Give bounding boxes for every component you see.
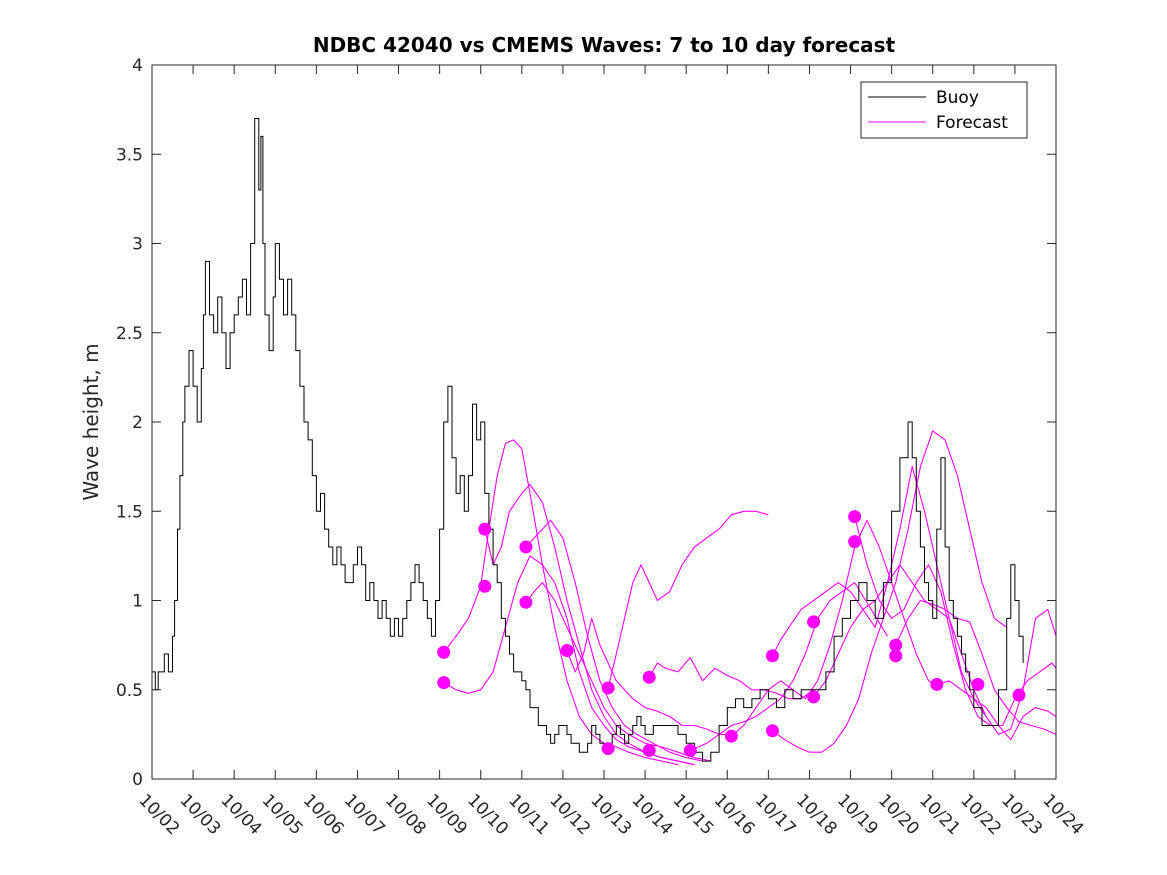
forecast-marker xyxy=(971,677,985,691)
forecast-marker xyxy=(807,690,821,704)
forecast-line xyxy=(566,617,732,735)
forecast-marker xyxy=(437,676,451,690)
y-tick-label: 4 xyxy=(132,56,143,76)
legend: Buoy Forecast xyxy=(860,81,1028,139)
y-tick-label: 1 xyxy=(132,592,143,612)
forecast-marker xyxy=(642,743,656,757)
buoy-series-group xyxy=(152,118,1024,762)
y-tick-label: 1.5 xyxy=(116,502,143,522)
forecast-marker xyxy=(724,729,738,743)
y-axis: 0 0.5 1 1.5 2 2.5 3 3.5 4 xyxy=(116,56,1056,790)
y-tick-label: 2.5 xyxy=(116,324,143,344)
forecast-marker xyxy=(765,724,779,738)
forecast-marker-group xyxy=(437,510,1026,757)
forecast-marker xyxy=(560,643,574,657)
legend-box xyxy=(860,81,1028,139)
y-tick-label: 0.5 xyxy=(116,681,143,701)
forecast-line xyxy=(525,582,711,762)
forecast-marker xyxy=(889,649,903,663)
forecast-marker xyxy=(642,670,656,684)
forecast-marker xyxy=(1012,688,1026,702)
forecast-series-group xyxy=(443,430,1057,766)
y-tick-label: 2 xyxy=(132,413,143,433)
y-tick-label: 0 xyxy=(132,770,143,790)
forecast-marker xyxy=(807,615,821,629)
legend-buoy-label: Buoy xyxy=(936,88,979,108)
forecast-marker xyxy=(683,743,697,757)
forecast-line xyxy=(895,599,1057,735)
forecast-line xyxy=(854,516,1057,727)
forecast-marker xyxy=(889,638,903,652)
forecast-marker xyxy=(601,742,615,756)
legend-forecast-label: Forecast xyxy=(936,113,1008,133)
buoy-line xyxy=(152,118,1024,762)
y-tick-label: 3 xyxy=(132,235,143,255)
forecast-line xyxy=(772,430,1008,753)
plot-area xyxy=(152,65,1056,779)
forecast-line xyxy=(525,519,703,762)
forecast-marker xyxy=(601,681,615,695)
forecast-marker xyxy=(519,540,533,554)
forecast-marker xyxy=(478,579,492,593)
forecast-line xyxy=(607,510,769,689)
forecast-marker xyxy=(478,522,492,536)
forecast-marker xyxy=(765,649,779,663)
forecast-line xyxy=(731,519,942,737)
forecast-marker xyxy=(437,645,451,659)
y-axis-label: Wave height, m xyxy=(79,343,103,500)
forecast-marker xyxy=(930,677,944,691)
y-tick-label: 3.5 xyxy=(116,145,143,165)
chart-title: NDBC 42040 vs CMEMS Waves: 7 to 10 day f… xyxy=(313,33,896,57)
forecast-marker xyxy=(848,535,862,549)
forecast-marker xyxy=(848,510,862,524)
forecast-marker xyxy=(519,595,533,609)
